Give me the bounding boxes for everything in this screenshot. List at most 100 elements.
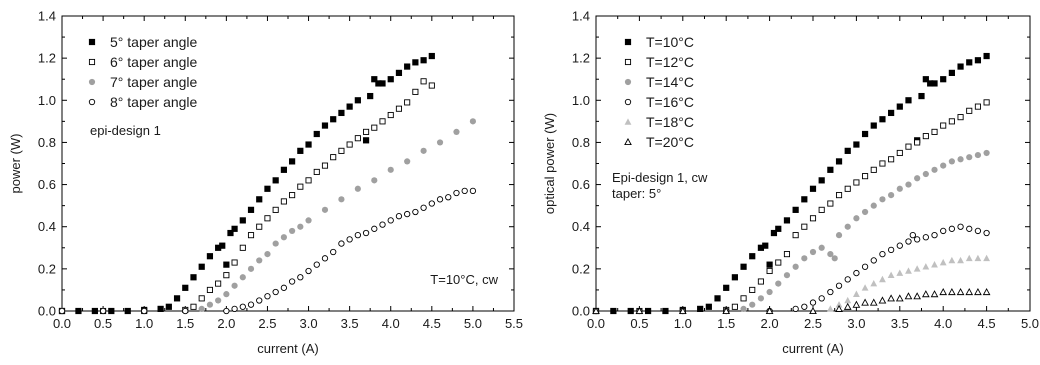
data-point <box>974 254 982 262</box>
data-point <box>215 297 222 304</box>
data-point <box>227 229 234 237</box>
data-point <box>861 130 869 138</box>
data-point <box>321 162 329 169</box>
data-point <box>722 306 731 315</box>
data-point <box>879 160 886 167</box>
data-point <box>956 287 965 296</box>
data-point <box>783 272 791 279</box>
data-point <box>809 248 817 256</box>
x-tick-label: 3.0 <box>847 316 865 331</box>
data-point <box>861 263 869 270</box>
data-point <box>827 200 834 207</box>
legend-label: T=16°C <box>646 94 694 110</box>
data-point <box>354 231 362 239</box>
y-tick-label: 0.4 <box>572 219 590 234</box>
data-point <box>453 128 460 135</box>
x-tick-label: 2.0 <box>761 316 779 331</box>
y-tick-label: 1.4 <box>38 9 56 24</box>
data-point <box>592 306 600 315</box>
legend-label: T=18°C <box>646 114 694 130</box>
data-point <box>965 287 974 296</box>
data-point <box>420 78 427 85</box>
data-point <box>297 274 304 281</box>
data-point <box>905 143 912 150</box>
data-point <box>775 259 782 266</box>
data-point <box>818 295 825 302</box>
data-point <box>239 244 246 251</box>
data-point <box>861 298 869 306</box>
data-point <box>182 307 189 315</box>
data-point <box>362 137 370 144</box>
data-point <box>461 187 468 195</box>
data-point <box>957 256 964 264</box>
data-point <box>966 225 973 232</box>
data-point <box>914 175 921 182</box>
data-point <box>387 166 394 173</box>
legend-marker <box>624 38 632 46</box>
data-point <box>792 263 799 270</box>
data-point <box>330 154 337 161</box>
x-tick-label: 4.0 <box>382 316 400 331</box>
x-tick-label: 1.0 <box>674 316 692 331</box>
data-point <box>305 177 312 184</box>
data-point <box>697 305 704 312</box>
legend-label: 7° taper angle <box>110 74 198 90</box>
data-point <box>818 206 825 213</box>
data-point <box>362 229 370 237</box>
data-point <box>982 287 991 296</box>
chart-panel-1: 0.0 0.5 1.0 1.5 2.0 2.5 3.0 3.5 4.0 4.5 5.0 5.5 0.0 0… <box>8 9 523 357</box>
data-point <box>330 248 337 256</box>
y-tick-label: 0.0 <box>572 304 590 319</box>
data-point <box>453 189 460 197</box>
data-point <box>922 263 930 270</box>
data-point <box>940 122 947 129</box>
data-point <box>395 69 403 76</box>
data-point <box>922 234 929 241</box>
data-point <box>749 286 756 293</box>
data-point <box>371 124 378 131</box>
data-point <box>792 232 799 239</box>
y-tick-label: 0.8 <box>572 135 590 150</box>
x-tick-label: 1.5 <box>717 316 735 331</box>
data-point <box>809 215 817 222</box>
data-point <box>844 147 851 154</box>
data-point <box>157 305 164 312</box>
data-point <box>387 76 394 83</box>
data-point <box>387 217 394 224</box>
data-point <box>909 231 916 239</box>
data-point <box>354 185 361 192</box>
data-point <box>948 225 956 232</box>
legend-label: T=14°C <box>646 74 694 90</box>
series-3 <box>592 149 990 315</box>
data-point <box>879 275 886 283</box>
y-tick-label: 0.6 <box>38 177 56 192</box>
data-point <box>853 269 860 277</box>
data-point <box>766 288 773 296</box>
x-tick-label: 5.0 <box>464 316 482 331</box>
data-point <box>966 107 973 114</box>
series-1 <box>58 52 435 315</box>
data-point <box>264 185 271 192</box>
data-point <box>206 286 213 293</box>
data-point <box>420 147 427 154</box>
data-point <box>297 183 304 190</box>
data-point <box>862 173 869 180</box>
data-point <box>974 151 982 159</box>
data-point <box>887 246 895 254</box>
data-point <box>896 269 904 276</box>
data-point <box>957 223 964 230</box>
data-point <box>363 128 370 135</box>
x-tick-label: 2.0 <box>217 316 235 331</box>
y-tick-label: 1.0 <box>38 93 56 108</box>
data-point <box>412 208 419 216</box>
data-point <box>714 295 721 302</box>
data-point <box>957 63 964 70</box>
data-point <box>428 200 435 207</box>
data-point <box>231 305 238 313</box>
data-point <box>182 284 189 291</box>
data-point <box>395 105 402 112</box>
x-tick-label: 1.0 <box>135 316 153 331</box>
y-tick-label: 1.2 <box>38 51 56 66</box>
legend-label: 6° taper angle <box>110 54 198 70</box>
data-point <box>809 299 817 306</box>
